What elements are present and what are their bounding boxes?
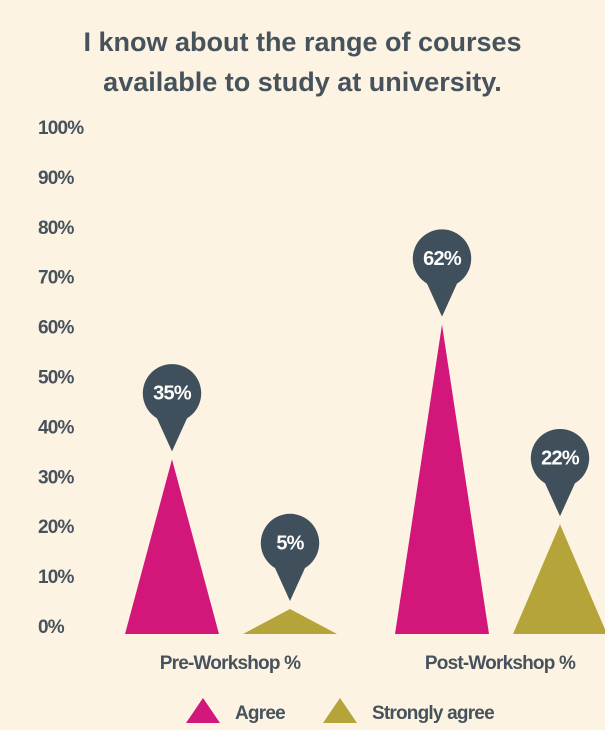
- bar: [395, 324, 489, 634]
- legend-marker: [186, 698, 220, 723]
- y-tick-label: 30%: [38, 467, 75, 488]
- bar: [125, 459, 219, 634]
- y-tick-label: 70%: [38, 268, 75, 289]
- value-pin: [530, 428, 590, 517]
- y-tick-label: 10%: [38, 567, 75, 588]
- legend-label: Strongly agree: [372, 703, 494, 724]
- bar: [243, 609, 337, 634]
- y-tick-label: 0%: [38, 617, 65, 638]
- legend-label: Agree: [235, 703, 285, 724]
- y-tick-label: 60%: [38, 318, 75, 339]
- value-label: 35%: [153, 383, 192, 405]
- legend-marker: [323, 698, 357, 723]
- value-pin: [142, 364, 202, 452]
- y-tick-label: 80%: [38, 218, 75, 239]
- bar: [513, 524, 605, 634]
- y-tick-label: 40%: [38, 417, 75, 438]
- value-pin: [260, 513, 320, 602]
- chart-title-box: I know about the range of courses availa…: [0, 22, 605, 102]
- chart-title: I know about the range of courses availa…: [83, 27, 522, 97]
- value-label: 5%: [276, 532, 304, 554]
- y-tick-label: 100%: [38, 118, 84, 139]
- value-label: 62%: [423, 248, 462, 270]
- y-tick-label: 20%: [38, 517, 75, 538]
- x-tick-label: Pre-Workshop %: [160, 653, 301, 674]
- x-tick-label: Post-Workshop %: [425, 653, 576, 674]
- value-pin: [412, 229, 472, 317]
- y-tick-label: 50%: [38, 368, 75, 389]
- y-tick-label: 90%: [38, 168, 75, 189]
- value-label: 22%: [541, 448, 580, 470]
